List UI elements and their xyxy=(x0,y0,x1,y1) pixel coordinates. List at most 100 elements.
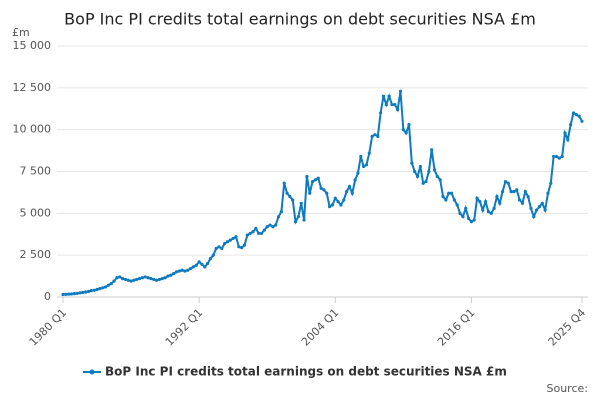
x-tick-label: 2004 Q1 xyxy=(299,306,342,349)
data-point xyxy=(186,268,190,272)
data-point xyxy=(472,218,476,222)
data-point xyxy=(444,198,448,202)
data-point xyxy=(152,277,156,282)
data-point xyxy=(447,191,451,195)
data-point xyxy=(101,286,105,290)
data-point xyxy=(475,196,479,200)
data-point xyxy=(506,181,510,185)
data-point xyxy=(418,164,422,169)
data-point xyxy=(180,268,184,272)
data-point xyxy=(407,123,411,127)
data-point xyxy=(254,226,258,230)
data-point xyxy=(370,134,374,138)
data-point xyxy=(78,291,82,295)
data-point xyxy=(563,131,567,135)
data-point xyxy=(302,218,306,222)
data-point xyxy=(86,289,91,294)
data-point xyxy=(308,191,312,195)
data-point xyxy=(518,198,522,202)
data-point xyxy=(373,133,377,137)
data-point xyxy=(336,200,340,204)
data-point xyxy=(557,156,561,160)
data-point xyxy=(248,231,252,236)
data-point xyxy=(376,134,380,138)
data-point xyxy=(211,253,215,257)
data-point xyxy=(194,263,198,267)
data-point xyxy=(251,230,255,234)
data-point xyxy=(500,189,505,194)
data-point xyxy=(537,205,542,209)
data-point xyxy=(69,292,74,296)
data-point xyxy=(268,223,272,227)
data-point xyxy=(535,208,539,212)
data-point xyxy=(75,291,79,295)
data-point xyxy=(118,275,122,279)
data-point xyxy=(276,215,281,219)
data-point xyxy=(398,89,403,93)
data-point xyxy=(435,174,439,179)
data-point xyxy=(430,148,434,152)
data-point xyxy=(206,261,210,266)
data-point xyxy=(464,206,468,210)
data-point xyxy=(313,178,318,182)
data-point xyxy=(580,119,584,123)
data-point xyxy=(552,154,556,159)
data-point xyxy=(367,151,371,155)
data-point xyxy=(396,107,400,112)
data-point xyxy=(112,279,116,283)
data-point xyxy=(177,269,181,273)
data-point xyxy=(157,277,162,282)
data-point xyxy=(469,220,473,224)
data-point xyxy=(217,245,221,249)
data-point xyxy=(427,169,431,174)
data-point xyxy=(115,276,119,280)
data-point xyxy=(546,191,550,195)
data-point xyxy=(279,210,283,214)
data-point xyxy=(296,215,300,219)
data-point xyxy=(106,283,110,287)
data-point xyxy=(140,276,145,280)
data-point xyxy=(498,201,502,205)
series-line xyxy=(62,91,583,296)
data-point xyxy=(64,292,68,296)
data-point xyxy=(282,181,286,185)
x-tick-label: 1992 Q1 xyxy=(163,306,206,349)
data-point xyxy=(339,203,343,207)
data-point xyxy=(305,174,309,179)
x-tick-label: 2016 Q1 xyxy=(435,306,478,349)
data-point xyxy=(421,181,425,185)
data-point xyxy=(285,191,289,195)
data-point xyxy=(214,246,218,251)
data-point xyxy=(299,201,303,205)
data-point xyxy=(220,246,224,251)
data-point xyxy=(109,282,113,286)
data-point xyxy=(132,278,136,282)
data-point xyxy=(449,191,454,195)
data-point xyxy=(526,195,530,199)
data-point xyxy=(293,220,298,224)
y-tick-label: 10 000 xyxy=(13,123,52,136)
data-point xyxy=(123,277,127,282)
data-point xyxy=(483,200,488,204)
data-point xyxy=(126,278,130,282)
data-point xyxy=(330,203,335,207)
data-point xyxy=(61,292,65,297)
data-point xyxy=(92,288,96,292)
data-point xyxy=(387,94,391,98)
data-point xyxy=(523,189,527,194)
data-point xyxy=(466,216,471,220)
data-point xyxy=(424,179,428,184)
data-point xyxy=(146,276,150,280)
data-point xyxy=(574,113,578,117)
data-point xyxy=(495,195,499,199)
data-point xyxy=(143,275,147,279)
data-point xyxy=(350,191,354,195)
data-point xyxy=(189,266,193,271)
data-point xyxy=(234,235,238,239)
data-point xyxy=(342,198,346,202)
y-axis-label: £m xyxy=(12,26,30,39)
data-point xyxy=(274,223,278,227)
data-point xyxy=(543,208,547,212)
data-point xyxy=(458,211,462,215)
data-point xyxy=(319,186,323,190)
